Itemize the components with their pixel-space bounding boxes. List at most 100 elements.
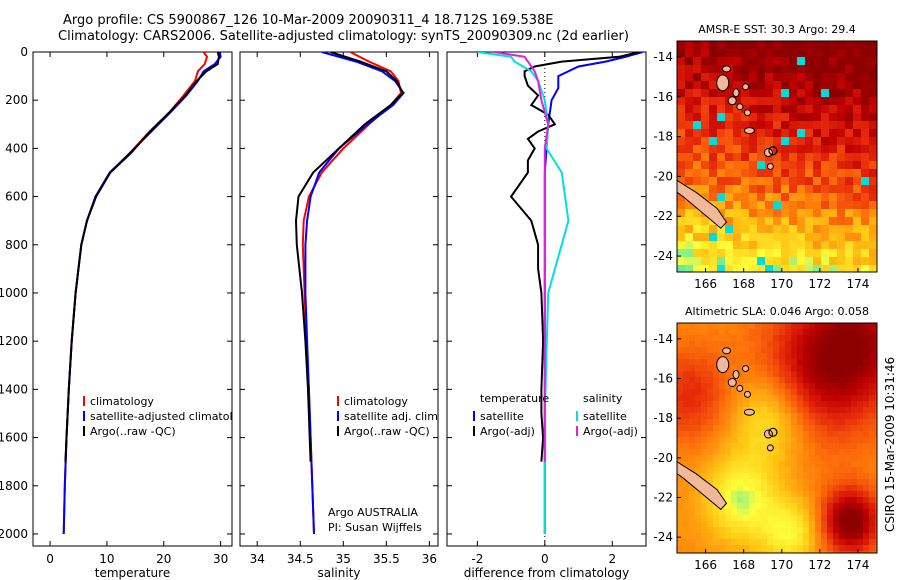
map1-cell (701, 377, 707, 383)
map1-cell (725, 395, 731, 401)
map1-cell (719, 473, 725, 479)
map0-cell (829, 153, 837, 161)
map0-cell (709, 81, 717, 89)
map1-cell (755, 527, 761, 533)
map1-cell (821, 545, 827, 551)
map1-cell (743, 395, 749, 401)
map1-cell (707, 539, 713, 545)
map0-cell (781, 257, 789, 265)
map1-cell (803, 467, 809, 473)
map1-cell (737, 323, 743, 329)
map1-cell (725, 497, 731, 503)
map0-cell (821, 241, 829, 249)
map1-cell (683, 347, 689, 353)
map1-cell (683, 329, 689, 335)
map1-cell (815, 479, 821, 485)
map0-cell (725, 105, 733, 113)
map1-cell (803, 329, 809, 335)
map1-island (743, 390, 751, 398)
map1-cell (719, 467, 725, 473)
map1-cell (815, 407, 821, 413)
map0-cell (797, 113, 805, 121)
map1-cell (749, 371, 755, 377)
map0-cell (805, 145, 813, 153)
map0-cell (821, 129, 829, 137)
map0-cell (765, 129, 773, 137)
map0-cell (821, 201, 829, 209)
map1-cell (713, 455, 719, 461)
map1-cell (809, 437, 815, 443)
map1-cell (839, 491, 845, 497)
map1-cell (827, 479, 833, 485)
map1-cell (731, 341, 737, 347)
map1-cell (803, 323, 809, 329)
map1-cell (731, 437, 737, 443)
map1-cell (821, 323, 827, 329)
map0-cell (813, 153, 821, 161)
map0-cell (741, 249, 749, 257)
map1-cell (761, 455, 767, 461)
map1-cell (803, 437, 809, 443)
map1-cell (803, 407, 809, 413)
map1-cell (833, 383, 839, 389)
map1-cell (749, 431, 755, 437)
map0-cell (837, 113, 845, 121)
map0-cell (773, 185, 781, 193)
map1-cell (779, 503, 785, 509)
map1-cell (683, 431, 689, 437)
map0-cell (845, 153, 853, 161)
map0-cell (829, 121, 837, 129)
map1-cell (689, 515, 695, 521)
map1-cell (731, 509, 737, 515)
map1-cell (677, 443, 683, 449)
map0-cell (837, 137, 845, 145)
map1-cell (791, 329, 797, 335)
map1-cell (689, 419, 695, 425)
map0-cell (821, 185, 829, 193)
map1-cell (839, 461, 845, 467)
map1-cell (827, 401, 833, 407)
map1-cell (737, 449, 743, 455)
map1-cell (797, 389, 803, 395)
map1-cell (719, 479, 725, 485)
map1-cell (689, 551, 695, 553)
map1-cell (725, 491, 731, 497)
map1-cell (695, 461, 701, 467)
map0-cell (845, 249, 853, 257)
map1-cell (875, 449, 877, 455)
map1-cell (773, 509, 779, 515)
map0-cell (861, 233, 869, 241)
map1-cell (737, 467, 743, 473)
map1-cell (707, 449, 713, 455)
map1-cell (701, 431, 707, 437)
map1-cell (719, 551, 725, 553)
map1-cell (791, 389, 797, 395)
map1-cell (815, 539, 821, 545)
map1-cell (677, 341, 683, 347)
map0-cell (869, 249, 877, 257)
map0-cell (789, 217, 797, 225)
map1-cell (683, 395, 689, 401)
map1-cell (701, 497, 707, 503)
map1-cell (749, 335, 755, 341)
map0-cell (741, 225, 749, 233)
map1-cell (743, 551, 749, 553)
map0-cell (741, 169, 749, 177)
map1-cell (677, 419, 683, 425)
map0-cell (781, 225, 789, 233)
map0-cell (813, 225, 821, 233)
map1-cell (827, 389, 833, 395)
map0-cell (709, 73, 717, 81)
map1-cell (803, 371, 809, 377)
map0-cell (781, 41, 789, 49)
map1-cell (713, 365, 719, 371)
map1-cell (731, 419, 737, 425)
map0-cell (709, 153, 717, 161)
map0-cell (685, 233, 693, 241)
map1-cell (863, 407, 869, 413)
map1-cell (803, 377, 809, 383)
map1-cell (707, 431, 713, 437)
map0-cell (853, 137, 861, 145)
map1-cell (731, 491, 737, 497)
map1-island (722, 347, 732, 355)
